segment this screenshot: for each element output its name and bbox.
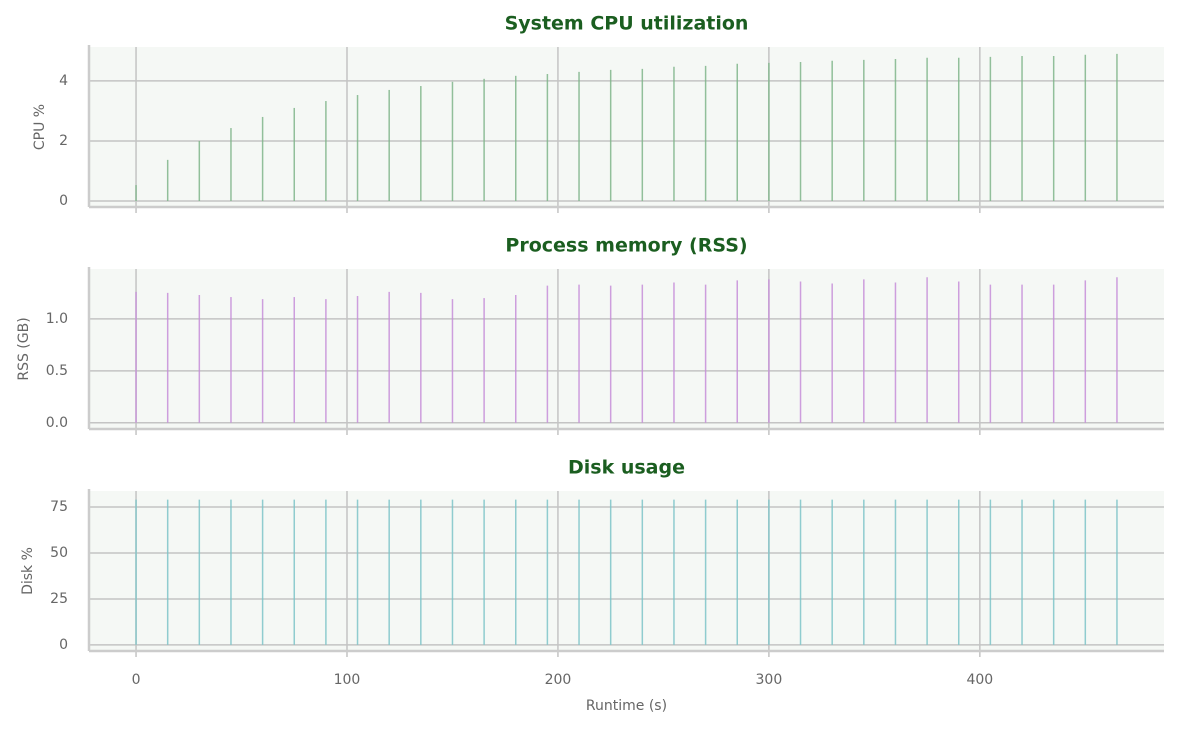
y-tick-label: 75 [50, 499, 68, 515]
x-tick-label: 300 [756, 672, 783, 688]
y-axis-label: CPU % [32, 104, 48, 150]
y-tick-label: 0.5 [46, 363, 68, 379]
plot-area [89, 491, 1164, 651]
x-tick-label: 100 [334, 672, 361, 688]
y-tick-label: 0.0 [46, 415, 68, 431]
y-tick-label: 1.0 [46, 311, 68, 327]
y-tick-label: 25 [50, 591, 68, 607]
x-axis-label: Runtime (s) [586, 698, 667, 714]
y-tick-label: 2 [59, 133, 68, 149]
y-axis-label: RSS (GB) [16, 317, 32, 380]
x-tick-label: 400 [966, 672, 993, 688]
plot-area [89, 47, 1164, 207]
plot-area [89, 269, 1164, 429]
y-tick-label: 4 [59, 73, 68, 89]
chart-title: Process memory (RSS) [505, 235, 747, 257]
y-tick-label: 0 [59, 637, 68, 653]
chart-title: System CPU utilization [505, 13, 749, 35]
chart-title: Disk usage [568, 457, 685, 479]
y-tick-label: 50 [50, 545, 68, 561]
y-axis-label: Disk % [20, 547, 36, 595]
x-tick-label: 200 [545, 672, 572, 688]
x-tick-label: 0 [132, 672, 141, 688]
y-tick-label: 0 [59, 193, 68, 209]
